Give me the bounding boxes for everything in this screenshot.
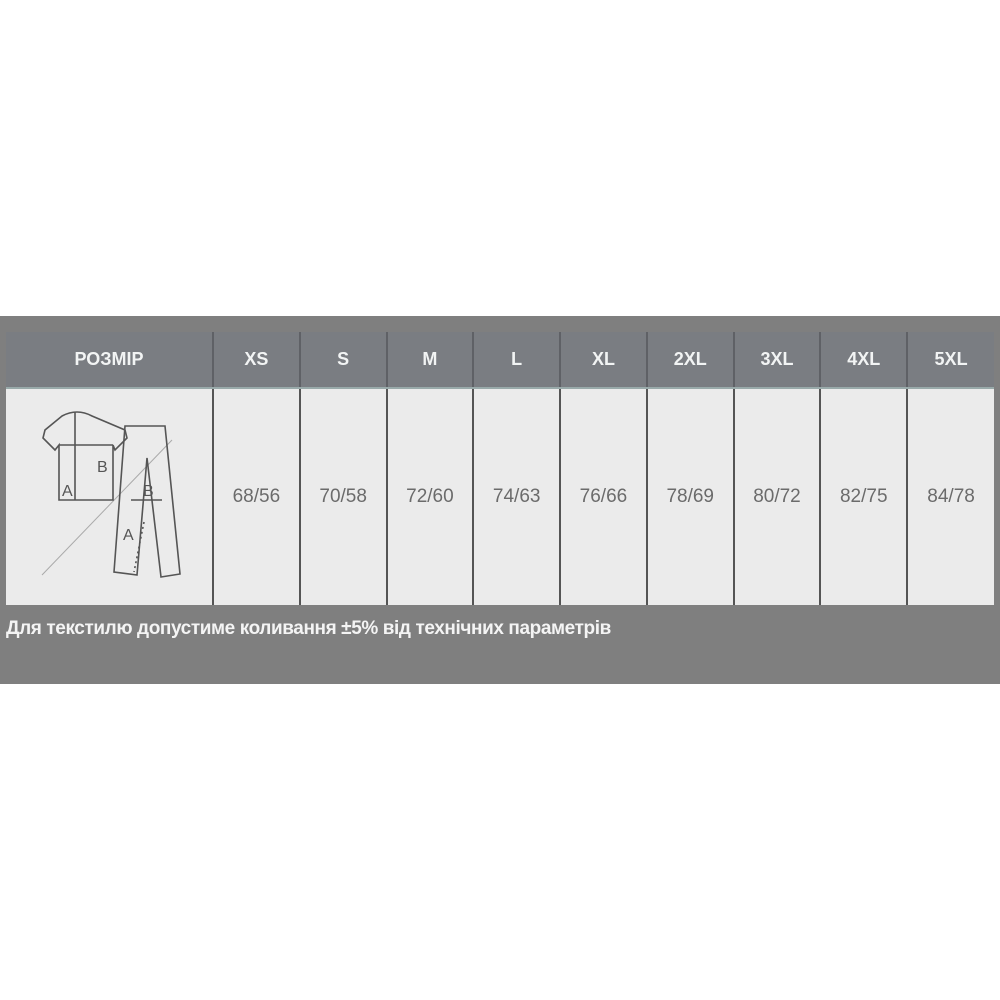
size-xs: XS (213, 332, 301, 389)
size-5xl: 5XL (907, 332, 994, 389)
size-2xl: 2XL (646, 332, 735, 389)
header-row: РОЗМІР XS S M L XL 2XL 3XL 4XL 5XL (6, 332, 994, 389)
value-xs: 68/56 (213, 388, 301, 605)
svg-text:A: A (123, 527, 134, 544)
size-m: M (386, 332, 475, 389)
size-header-label: РОЗМІР (6, 332, 214, 389)
value-2xl: 78/69 (646, 388, 735, 605)
values-row: B A B A 68/56 70/58 72/60 74/63 76/66 78… (6, 388, 994, 605)
svg-text:B: B (97, 459, 108, 476)
shirt-pants-diagram-icon: B A B A (41, 411, 181, 578)
value-4xl: 82/75 (820, 388, 909, 605)
size-chart-panel: РОЗМІР XS S M L XL 2XL 3XL 4XL 5XL (0, 316, 1000, 684)
value-3xl: 80/72 (733, 388, 822, 605)
tolerance-note: Для текстилю допустиме коливання ±5% від… (6, 618, 611, 639)
garment-diagram-cell: B A B A (6, 388, 214, 605)
size-3xl: 3XL (733, 332, 822, 389)
size-table: РОЗМІР XS S M L XL 2XL 3XL 4XL 5XL (6, 332, 994, 605)
value-l: 74/63 (473, 388, 562, 605)
value-s: 70/58 (299, 388, 388, 605)
size-xl: XL (560, 332, 648, 389)
value-5xl: 84/78 (907, 388, 994, 605)
size-l: L (473, 332, 562, 389)
svg-text:B: B (143, 483, 154, 500)
value-m: 72/60 (386, 388, 475, 605)
size-4xl: 4XL (820, 332, 909, 389)
value-xl: 76/66 (560, 388, 648, 605)
size-s: S (299, 332, 388, 389)
svg-text:A: A (62, 483, 73, 500)
